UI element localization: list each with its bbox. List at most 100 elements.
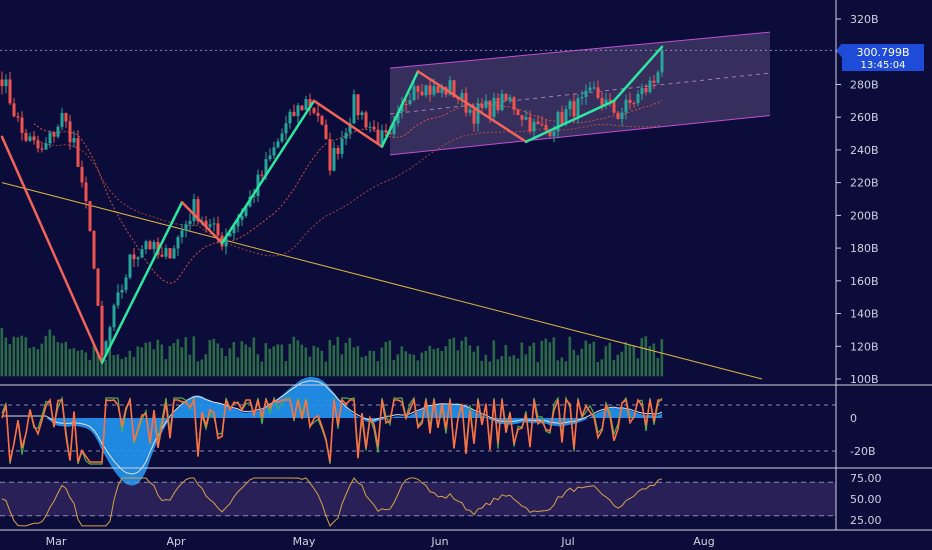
candle-body bbox=[20, 117, 24, 133]
candle-body bbox=[604, 99, 608, 106]
volume-bar bbox=[212, 338, 216, 377]
volume-bar bbox=[656, 358, 660, 377]
volume-bar bbox=[48, 329, 52, 377]
candle-body bbox=[640, 88, 644, 95]
candle-body bbox=[140, 249, 144, 258]
volume-bar bbox=[620, 351, 624, 377]
candle-body bbox=[468, 109, 472, 113]
candle-body bbox=[312, 108, 316, 113]
candle-body bbox=[188, 220, 192, 225]
candle-body bbox=[368, 126, 372, 128]
volume-bar bbox=[420, 352, 424, 377]
candle-body bbox=[372, 126, 376, 130]
volume-bar bbox=[24, 337, 28, 377]
candle-body bbox=[440, 87, 444, 93]
candle-body bbox=[128, 254, 132, 278]
candle-body bbox=[24, 132, 28, 141]
candle-body bbox=[492, 97, 496, 117]
candle-body bbox=[588, 87, 592, 91]
candle-body bbox=[512, 97, 516, 110]
volume-bar bbox=[372, 351, 376, 377]
candle-body bbox=[564, 109, 568, 124]
volume-bar bbox=[148, 341, 152, 377]
time-tick-label: Jun bbox=[430, 535, 448, 548]
candle-body bbox=[332, 148, 336, 171]
time-tick-label: Apr bbox=[166, 535, 186, 548]
volume-bar bbox=[636, 358, 640, 377]
volume-bar bbox=[60, 343, 64, 377]
candle-body bbox=[652, 80, 656, 83]
volume-bar bbox=[288, 343, 292, 377]
rsi-axis[interactable]: 75.00 50.00 25.00 bbox=[850, 472, 882, 527]
candle-body bbox=[160, 254, 164, 257]
volume-bar bbox=[0, 327, 4, 377]
volume-bar bbox=[236, 357, 240, 377]
candle-body bbox=[596, 87, 600, 99]
volume-bar bbox=[432, 349, 436, 377]
volume-bar bbox=[608, 342, 612, 377]
volume-bar bbox=[312, 345, 316, 377]
volume-bar bbox=[580, 348, 584, 377]
volume-bar bbox=[132, 357, 136, 377]
volume-bar bbox=[356, 346, 360, 377]
candle-body bbox=[116, 292, 120, 306]
time-tick-label: Jul bbox=[560, 535, 574, 548]
volume-bar bbox=[8, 344, 12, 377]
price-tick-label: 220B bbox=[850, 177, 879, 190]
volume-bar bbox=[328, 339, 332, 377]
volume-bar bbox=[44, 335, 48, 377]
volume-bar bbox=[276, 344, 280, 377]
volume-bar bbox=[140, 347, 144, 377]
volume-bar bbox=[332, 345, 336, 377]
macd-axis[interactable]: 0 -20B bbox=[850, 412, 876, 458]
volume-bar bbox=[516, 358, 520, 377]
candle-body bbox=[40, 148, 44, 150]
volume-bar bbox=[612, 359, 616, 377]
volume-bar bbox=[280, 344, 284, 377]
volume-bar bbox=[12, 336, 16, 377]
candle-body bbox=[516, 109, 520, 115]
rsi-pane bbox=[0, 477, 836, 527]
price-tag-value: 300.799B bbox=[856, 46, 909, 59]
candle-body bbox=[104, 341, 108, 356]
volume-bar bbox=[196, 361, 200, 377]
volume-bar bbox=[528, 346, 532, 377]
price-tag-countdown: 13:45:04 bbox=[861, 60, 906, 71]
volume-bar bbox=[112, 355, 116, 377]
volume-bar bbox=[204, 354, 208, 377]
volume-bar bbox=[544, 338, 548, 377]
volume-bar bbox=[472, 351, 476, 377]
candle-body bbox=[428, 85, 432, 95]
volume-bar bbox=[56, 342, 60, 377]
candle-body bbox=[620, 112, 624, 120]
candle-body bbox=[168, 248, 172, 259]
candle-body bbox=[376, 129, 380, 144]
candle-body bbox=[180, 230, 184, 238]
candle-body bbox=[644, 88, 648, 93]
volume-bar bbox=[188, 354, 192, 377]
volume-bar bbox=[632, 345, 636, 377]
volume-bar bbox=[452, 337, 456, 377]
candle-body bbox=[228, 233, 232, 237]
zigzag-segment bbox=[416, 70, 528, 143]
volume-bar bbox=[108, 340, 112, 377]
volume-bar bbox=[52, 335, 56, 377]
volume-bar bbox=[352, 347, 356, 377]
time-axis[interactable]: Mar Apr May Jun Jul Aug bbox=[46, 535, 715, 548]
candle-body bbox=[352, 94, 356, 124]
candle-body bbox=[420, 91, 424, 96]
volume-bar bbox=[316, 347, 320, 377]
candle-body bbox=[584, 90, 588, 97]
candle-body bbox=[648, 80, 652, 93]
volume-bar bbox=[604, 346, 608, 377]
candle-body bbox=[616, 112, 620, 120]
candle-body bbox=[260, 174, 264, 176]
candle-body bbox=[172, 248, 176, 259]
volume-bar bbox=[448, 338, 452, 377]
candle-body bbox=[296, 105, 300, 116]
volume-bar bbox=[592, 341, 596, 377]
volume-bar bbox=[28, 348, 32, 377]
volume-bar bbox=[560, 357, 564, 377]
candle-body bbox=[264, 159, 268, 176]
